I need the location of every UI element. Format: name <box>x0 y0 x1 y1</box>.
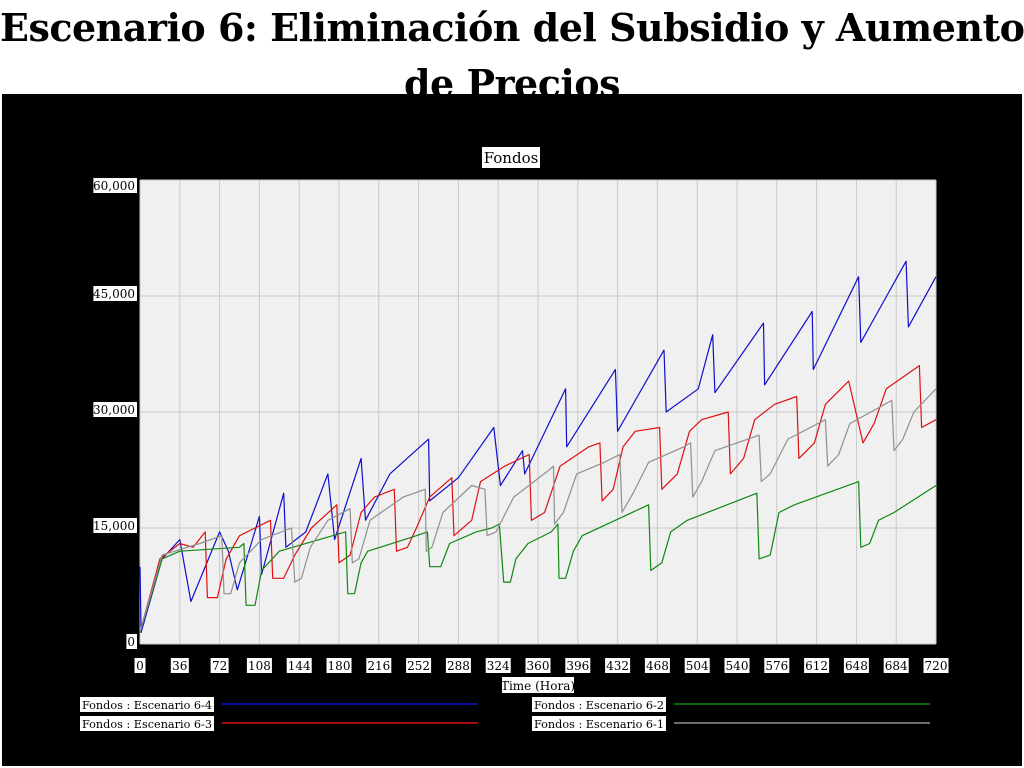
y-tick-label-background <box>93 402 137 417</box>
y-tick-label: 60,000 <box>93 179 135 193</box>
x-tick-label: 396 <box>566 659 589 673</box>
x-tick-label-background <box>286 658 312 673</box>
x-tick-label: 252 <box>407 659 430 673</box>
x-tick-label: 288 <box>447 659 470 673</box>
x-tick-label-background <box>804 658 830 673</box>
x-tick-label-background <box>644 658 670 673</box>
legend-item-background <box>532 716 666 731</box>
legend-item-label: Fondos : Escenario 6-4 <box>82 698 212 712</box>
y-tick-label-background <box>126 634 137 649</box>
legend-item-background <box>80 697 214 712</box>
legend-item-background <box>80 716 214 731</box>
legend-item-background <box>532 697 666 712</box>
y-tick-label: 0 <box>127 635 135 649</box>
series-line-1 <box>139 260 937 633</box>
x-tick-label: 504 <box>686 659 709 673</box>
x-tick-label: 108 <box>248 659 271 673</box>
x-axis-label: Time (Hora) <box>501 679 575 693</box>
x-tick-label-background <box>406 658 432 673</box>
series-group <box>139 260 937 633</box>
x-tick-label: 360 <box>527 659 550 673</box>
x-tick-label-background <box>605 658 631 673</box>
x-tick-label: 648 <box>845 659 868 673</box>
x-tick-label: 684 <box>885 659 908 673</box>
x-tick-label-background <box>883 658 909 673</box>
series-line-4 <box>139 388 937 633</box>
y-tick-label: 45,000 <box>93 287 135 301</box>
grid-group <box>139 179 937 645</box>
slide-title: Escenario 6: Eliminación del Subsidio y … <box>0 0 1024 112</box>
x-tick-label: 72 <box>212 659 227 673</box>
chart-panel: Fondos 0 15,000 30,000 45,000 60,000 0 36 72 10… <box>2 94 1022 766</box>
legend-item-label: Fondos : Escenario 6-3 <box>82 717 212 731</box>
y-tick-label-background <box>93 286 137 301</box>
x-tick-label-background <box>485 658 511 673</box>
x-tick-labels-group: 0 36 72 108 144 180 216 252 288 324 360 396 432 468 50… <box>134 658 949 673</box>
chart-title-group: Fondos <box>482 147 540 168</box>
y-tick-labels-group: 0 15,000 30,000 45,000 60,000 <box>93 178 137 649</box>
x-axis-label-background <box>502 677 574 693</box>
x-tick-label: 612 <box>805 659 828 673</box>
x-tick-label: 216 <box>367 659 390 673</box>
x-tick-label-background <box>170 658 189 673</box>
x-tick-label: 144 <box>288 659 311 673</box>
x-tick-label-background <box>134 658 146 673</box>
y-tick-label: 30,000 <box>93 403 135 417</box>
x-tick-label-background <box>923 658 949 673</box>
legend-item-label: Fondos : Escenario 6-2 <box>534 698 664 712</box>
x-tick-label-background <box>246 658 272 673</box>
x-tick-label-background <box>445 658 471 673</box>
y-tick-label-background <box>93 518 137 533</box>
x-tick-label: 36 <box>172 659 187 673</box>
x-tick-label: 0 <box>136 659 144 673</box>
x-tick-label: 324 <box>487 659 510 673</box>
x-tick-label: 576 <box>765 659 788 673</box>
x-tick-label-background <box>764 658 790 673</box>
x-tick-label-background <box>565 658 591 673</box>
series-line-2 <box>139 365 937 633</box>
x-tick-label-background <box>724 658 750 673</box>
x-tick-label: 432 <box>606 659 629 673</box>
x-axis-label-group: Time (Hora) <box>501 677 575 693</box>
x-tick-label: 180 <box>328 659 351 673</box>
x-tick-label: 540 <box>726 659 749 673</box>
legend-group: Fondos : Escenario 6-4 Fondos : Escenario… <box>80 697 930 731</box>
series-line-3 <box>139 481 937 633</box>
legend-item-label: Fondos : Escenario 6-1 <box>534 717 664 731</box>
x-tick-label-background <box>843 658 869 673</box>
x-tick-label: 468 <box>646 659 669 673</box>
slide-title-line-1: Escenario 6: Eliminación del Subsidio y … <box>0 5 1024 50</box>
x-tick-label-background <box>525 658 551 673</box>
y-tick-label-background <box>93 178 137 193</box>
chart-title-background <box>482 147 540 168</box>
x-tick-label-background <box>326 658 352 673</box>
x-tick-label: 720 <box>925 659 948 673</box>
fondos-chart: Fondos 0 15,000 30,000 45,000 60,000 0 36 72 10… <box>80 147 949 731</box>
chart-title: Fondos <box>484 149 539 167</box>
x-tick-label-background <box>366 658 392 673</box>
y-tick-label: 15,000 <box>93 519 135 533</box>
x-tick-label-background <box>684 658 710 673</box>
x-tick-label-background <box>210 658 229 673</box>
